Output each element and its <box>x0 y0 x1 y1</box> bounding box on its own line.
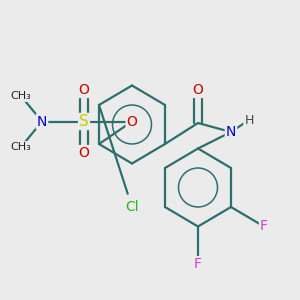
Text: N: N <box>226 125 236 139</box>
Text: O: O <box>127 115 137 128</box>
Text: F: F <box>260 220 268 233</box>
Text: N: N <box>37 115 47 128</box>
Text: O: O <box>193 83 203 97</box>
Text: O: O <box>79 146 89 160</box>
Text: F: F <box>194 257 202 271</box>
Text: CH₃: CH₃ <box>11 142 32 152</box>
Text: CH₃: CH₃ <box>11 91 32 101</box>
Text: H: H <box>244 113 254 127</box>
Text: Cl: Cl <box>125 200 139 214</box>
Text: O: O <box>79 83 89 97</box>
Text: S: S <box>79 114 89 129</box>
